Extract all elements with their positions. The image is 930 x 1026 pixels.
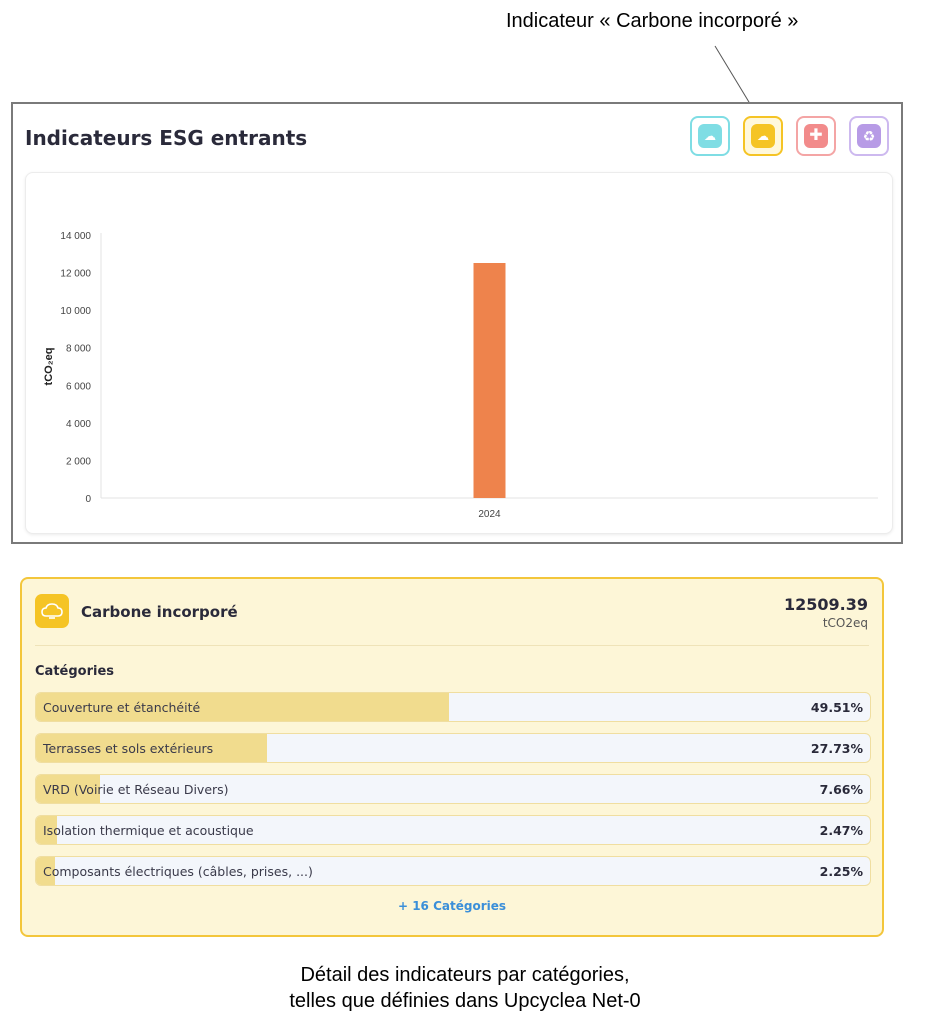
category-bar-fill bbox=[36, 775, 100, 803]
indicator-name: Carbone incorporé bbox=[81, 603, 238, 621]
indicator-total-value: 12509.39 bbox=[783, 595, 868, 614]
y-tick-label: 2 000 bbox=[66, 456, 91, 467]
category-percentage: 7.66% bbox=[819, 782, 863, 797]
x-tick-label: 2024 bbox=[478, 509, 501, 520]
category-percentage: 2.25% bbox=[819, 864, 863, 879]
category-label: Couverture et étanchéité bbox=[43, 700, 201, 715]
category-row[interactable]: Terrasses et sols extérieurs 27.73% bbox=[35, 733, 871, 763]
indicator-button-recycle[interactable]: ♻ bbox=[849, 116, 889, 156]
cloud-co2-icon: ☁ bbox=[698, 124, 722, 148]
indicator-button-co2[interactable]: ☁ bbox=[690, 116, 730, 156]
category-row[interactable]: Isolation thermique et acoustique 2.47% bbox=[35, 815, 871, 845]
y-tick-label: 12 000 bbox=[60, 269, 91, 280]
carbon-incorporated-icon bbox=[35, 594, 69, 628]
y-tick-label: 14 000 bbox=[60, 231, 91, 242]
caption-line-1: Détail des indicateurs par catégories, bbox=[300, 964, 630, 986]
categories-heading: Catégories bbox=[35, 664, 115, 679]
category-label: Terrasses et sols extérieurs bbox=[43, 741, 214, 756]
category-row[interactable]: Composants électriques (câbles, prises, … bbox=[35, 856, 871, 886]
indicator-button-carbon[interactable]: ☁ bbox=[743, 116, 783, 156]
y-tick-label: 0 bbox=[85, 494, 91, 505]
category-percentage: 49.51% bbox=[810, 700, 863, 715]
category-percentage: 2.47% bbox=[819, 823, 863, 838]
chart-card: 0 2 000 4 000 6 000 8 000 10 000 12 000 14 000 t… bbox=[25, 172, 893, 534]
recycle-icon: ♻ bbox=[857, 124, 881, 148]
indicator-button-health[interactable]: ✚ bbox=[796, 116, 836, 156]
carbon-incorporated-icon: ☁ bbox=[751, 124, 775, 148]
category-bar-fill bbox=[36, 857, 55, 885]
indicator-unit: tCO2eq bbox=[822, 616, 868, 630]
esg-indicators-panel: Indicateurs ESG entrants ☁ ☁ ✚ ♻ 0 2 000 4… bbox=[11, 102, 903, 544]
category-label: VRD (Voirie et Réseau Divers) bbox=[43, 782, 229, 797]
annotation-arrow-line bbox=[714, 45, 756, 113]
category-label: Isolation thermique et acoustique bbox=[43, 823, 254, 838]
y-tick-label: 10 000 bbox=[60, 306, 91, 317]
category-label: Composants électriques (câbles, prises, … bbox=[43, 864, 313, 879]
carbon-detail-card: Carbone incorporé 12509.39 tCO2eq Catégo… bbox=[20, 577, 884, 937]
caption: Détail des indicateurs par catégories, t… bbox=[0, 962, 930, 1014]
y-tick-label: 6 000 bbox=[66, 381, 91, 392]
y-tick-label: 4 000 bbox=[66, 419, 91, 430]
divider bbox=[35, 645, 869, 646]
y-tick-label: 8 000 bbox=[66, 344, 91, 355]
panel-title: Indicateurs ESG entrants bbox=[25, 126, 308, 150]
category-bar-fill bbox=[36, 816, 57, 844]
bar-chart: 0 2 000 4 000 6 000 8 000 10 000 12 000 14 000 t… bbox=[43, 231, 878, 520]
more-categories-link[interactable]: + 16 Catégories bbox=[397, 899, 507, 913]
category-bar-fill bbox=[36, 734, 268, 762]
category-percentage: 27.73% bbox=[810, 741, 863, 756]
category-row[interactable]: Couverture et étanchéité 49.51% bbox=[35, 692, 871, 722]
caption-line-2: telles que définies dans Upcyclea Net-0 bbox=[289, 990, 641, 1012]
bar-2024 bbox=[473, 263, 506, 498]
category-row[interactable]: VRD (Voirie et Réseau Divers) 7.66% bbox=[35, 774, 871, 804]
category-bar-fill bbox=[36, 693, 449, 721]
health-cross-icon: ✚ bbox=[804, 124, 828, 148]
annotation-top-label: Indicateur « Carbone incorporé » bbox=[506, 10, 799, 32]
y-axis-label: tCO₂eq bbox=[43, 348, 55, 386]
